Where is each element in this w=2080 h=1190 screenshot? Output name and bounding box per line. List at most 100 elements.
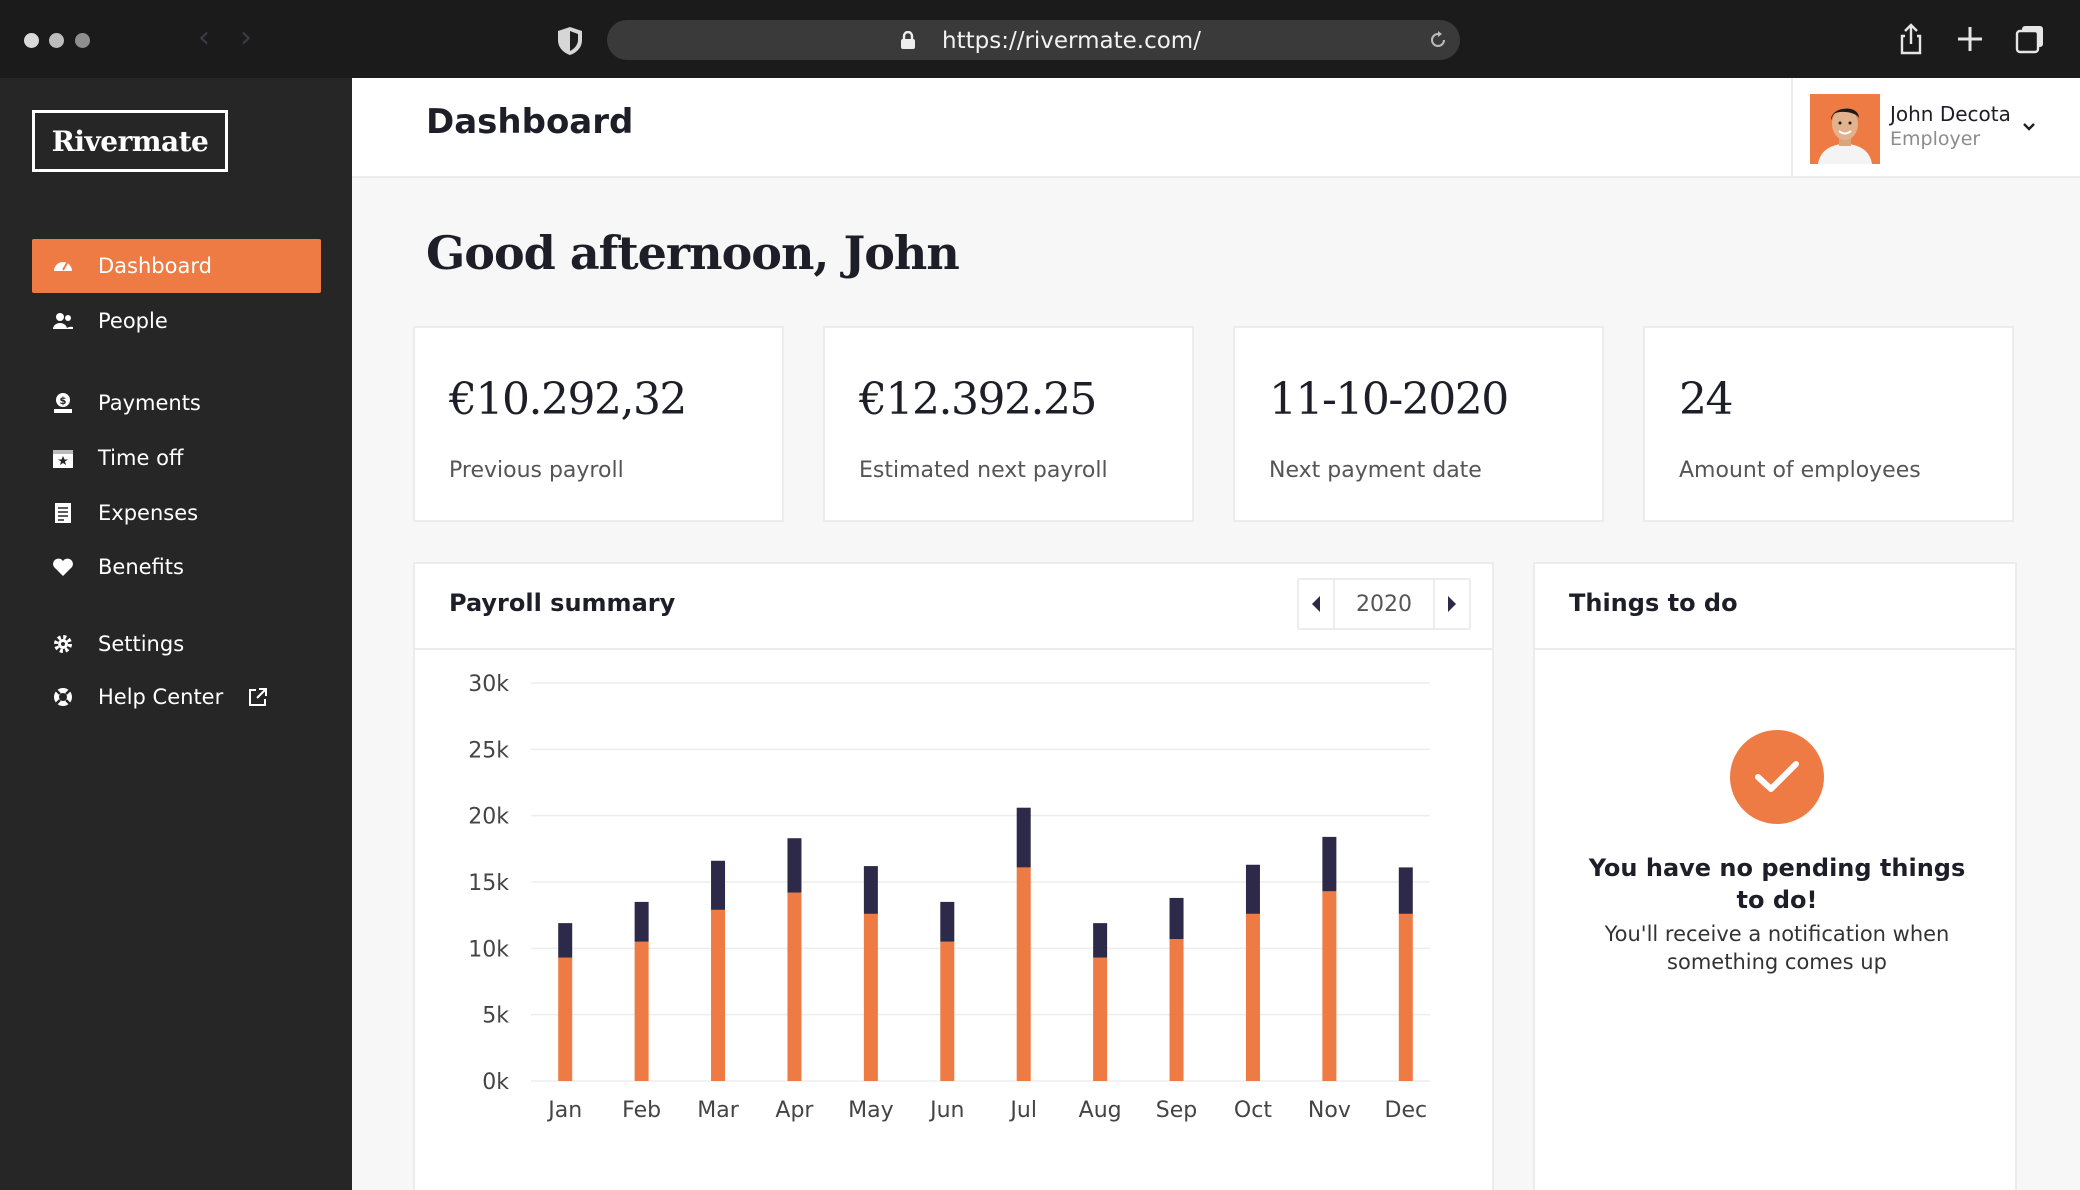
bar-segment-top (711, 860, 726, 910)
bar-segment-top (1322, 836, 1337, 892)
bar-segment-base (1169, 939, 1184, 1081)
shield-icon[interactable] (556, 26, 584, 56)
header: Dashboard John Decota Employer (352, 78, 2080, 178)
sidebar-item-label: Time off (98, 446, 184, 470)
external-link-icon (249, 688, 268, 706)
payroll-summary-header: Payroll summary 2020 (415, 564, 1492, 650)
caret-left-icon (1312, 596, 1320, 612)
bar-segment-base (1016, 867, 1031, 1081)
logo[interactable]: Rivermate (32, 110, 228, 172)
receipt-icon (52, 502, 74, 524)
things-to-do-card: Things to do You have no pending things … (1533, 562, 2017, 1190)
user-role: Employer (1890, 128, 1981, 150)
selected-year: 2020 (1356, 591, 1412, 617)
x-tick-label: Apr (775, 1098, 814, 1123)
y-tick-label: 5k (482, 1004, 509, 1029)
bar-segment-top (863, 866, 878, 914)
lifebuoy-icon (52, 686, 74, 708)
bar-segment-base (787, 892, 802, 1081)
next-year-button[interactable] (1433, 580, 1469, 628)
stat-card-estimated-next-payroll: €12.392.25 Estimated next payroll (823, 326, 1194, 522)
x-tick-label: Feb (622, 1098, 661, 1123)
stat-card-previous-payroll: €10.292,32 Previous payroll (413, 326, 784, 522)
bar-segment-top (1169, 897, 1184, 940)
stat-label: Next payment date (1269, 458, 1482, 483)
svg-text:$: $ (60, 396, 67, 407)
user-menu[interactable]: John Decota Employer (1791, 78, 2080, 178)
stat-label: Estimated next payroll (859, 458, 1108, 483)
year-picker: 2020 (1297, 578, 1471, 630)
things-to-do-title: Things to do (1569, 589, 1738, 617)
caret-right-icon (1448, 596, 1456, 612)
things-to-do-header: Things to do (1535, 564, 2015, 650)
bar-segment-base (558, 957, 573, 1081)
payroll-summary-title: Payroll summary (449, 589, 676, 617)
bar-segment-base (1322, 891, 1337, 1081)
bar-segment-top (558, 923, 573, 958)
sidebar-item-expenses[interactable]: Expenses (32, 486, 321, 540)
x-tick-label: Mar (697, 1098, 739, 1123)
bar-segment-base (940, 941, 955, 1081)
x-tick-label: Jun (928, 1098, 964, 1123)
stat-card-amount-of-employees: 24 Amount of employees (1643, 326, 2014, 522)
share-icon[interactable] (1894, 22, 1928, 56)
greeting: Good afternoon, John (426, 226, 960, 280)
bar-segment-base (1245, 913, 1260, 1081)
stat-card-next-payment-date: 11-10-2020 Next payment date (1233, 326, 1604, 522)
heart-icon (52, 556, 74, 578)
sidebar-item-label: Benefits (98, 555, 184, 579)
user-name: John Decota (1890, 102, 2011, 126)
x-tick-label: May (848, 1098, 893, 1123)
x-tick-label: Aug (1079, 1098, 1122, 1123)
bar-segment-base (863, 913, 878, 1081)
y-tick-label: 0k (482, 1070, 509, 1095)
back-icon[interactable]: ‹ (198, 20, 210, 55)
sidebar-item-benefits[interactable]: Benefits (32, 540, 321, 594)
gear-icon (52, 633, 74, 655)
x-tick-label: Sep (1156, 1098, 1197, 1123)
browser-toolbar: ‹ › https://rivermate.com/ (0, 0, 2080, 78)
x-tick-label: Jan (546, 1098, 582, 1123)
close-window-button[interactable] (24, 33, 39, 48)
sidebar: Rivermate Dashboard People $ Payments Ti… (0, 78, 352, 1190)
maximize-window-button[interactable] (75, 33, 90, 48)
sidebar-item-label: Expenses (98, 501, 199, 525)
sidebar-item-label: Settings (98, 632, 185, 656)
sidebar-item-settings[interactable]: Settings (32, 617, 321, 671)
sidebar-item-time-off[interactable]: Time off (32, 431, 321, 485)
y-tick-label: 20k (468, 805, 509, 830)
bar-segment-top (1093, 923, 1108, 958)
sidebar-item-help-center[interactable]: Help Center (32, 670, 321, 724)
stat-label: Amount of employees (1679, 458, 1921, 483)
calendar-icon (52, 447, 74, 469)
lock-icon (901, 31, 915, 49)
sidebar-item-people[interactable]: People (32, 294, 321, 348)
payments-icon: $ (52, 392, 74, 414)
url-text: https://rivermate.com/ (942, 28, 1201, 54)
empty-state-title: You have no pending things to do! (1588, 854, 1966, 914)
plus-icon[interactable] (1953, 22, 1987, 56)
bar-segment-top (1398, 867, 1413, 914)
empty-state-subtitle: You'll receive a notification when somet… (1604, 922, 1950, 974)
check-icon (1730, 730, 1824, 824)
bar-segment-top (1016, 807, 1031, 868)
x-tick-label: Nov (1308, 1098, 1351, 1123)
minimize-window-button[interactable] (49, 33, 64, 48)
forward-icon[interactable]: › (240, 20, 252, 55)
payroll-summary-card: Payroll summary 2020 30k 25k 20k 15k 10k 5k 0k… (413, 562, 1494, 1190)
previous-year-button[interactable] (1299, 580, 1335, 628)
tabs-icon[interactable] (2013, 22, 2047, 56)
address-bar[interactable]: https://rivermate.com/ (607, 20, 1460, 60)
sidebar-item-payments[interactable]: $ Payments (32, 376, 321, 430)
sidebar-item-label: People (98, 309, 168, 333)
sidebar-item-label: Help Center (98, 685, 224, 709)
sidebar-item-dashboard[interactable]: Dashboard (32, 239, 321, 293)
payroll-chart: 30k 25k 20k 15k 10k 5k 0k Jan Feb Mar Apr May Jun Jul… (468, 672, 1430, 1123)
chevron-down-icon[interactable] (2022, 120, 2036, 134)
y-tick-label: 25k (468, 738, 509, 763)
y-tick-label: 10k (468, 937, 509, 962)
sidebar-item-label: Dashboard (98, 254, 212, 278)
x-tick-label: Jul (1008, 1098, 1037, 1123)
bar-segment-top (634, 901, 649, 942)
reload-icon[interactable] (1428, 30, 1448, 50)
